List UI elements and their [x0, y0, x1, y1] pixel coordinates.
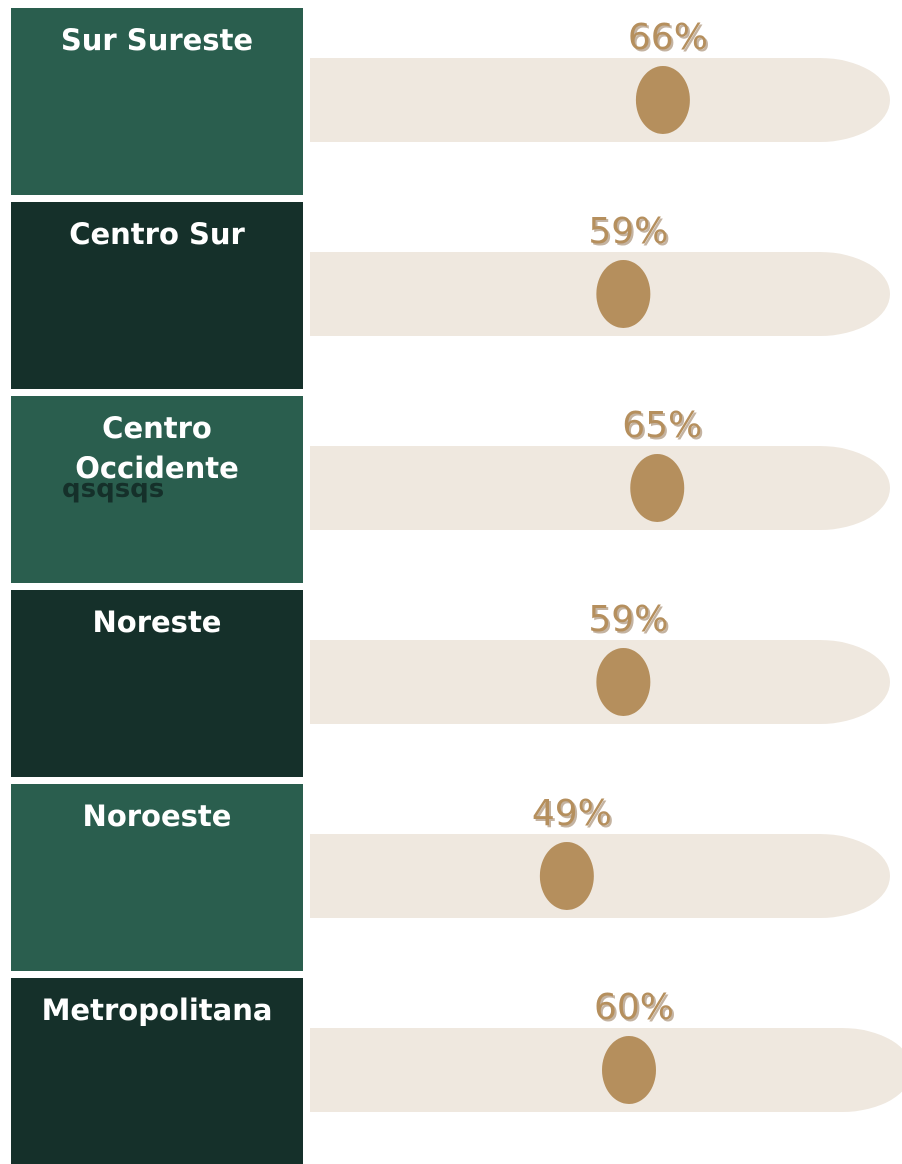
value-label: 66% — [628, 17, 708, 58]
dot — [596, 260, 651, 328]
track — [310, 834, 890, 918]
region-tile: Noroeste — [11, 784, 303, 971]
value-label-shadow: 59% — [590, 601, 670, 642]
value-label-shadow: 66% — [630, 19, 710, 60]
value-label-shadow: 60% — [596, 989, 676, 1030]
value-label: 60% — [594, 987, 674, 1028]
dot — [602, 1036, 656, 1104]
dot — [596, 648, 651, 716]
region-tile: Centro Sur — [11, 202, 303, 389]
region-tile: Metropolitana — [11, 978, 303, 1164]
value-label-shadow: 49% — [534, 795, 614, 836]
dot — [630, 454, 685, 522]
region-tile: Noreste — [11, 590, 303, 777]
track — [310, 58, 890, 142]
dot — [539, 842, 594, 910]
annotation: qsqsqs — [62, 474, 165, 504]
value-label: 65% — [622, 405, 702, 446]
track — [310, 446, 890, 530]
dot — [635, 66, 690, 134]
value-label: 59% — [588, 211, 668, 252]
region-tile: Sur Sureste — [11, 8, 303, 195]
value-label: 49% — [532, 793, 612, 834]
value-label-shadow: 65% — [624, 407, 704, 448]
value-label: 59% — [588, 599, 668, 640]
region-tile: Centro Occidente — [11, 396, 303, 583]
value-label-shadow: 59% — [590, 213, 670, 254]
